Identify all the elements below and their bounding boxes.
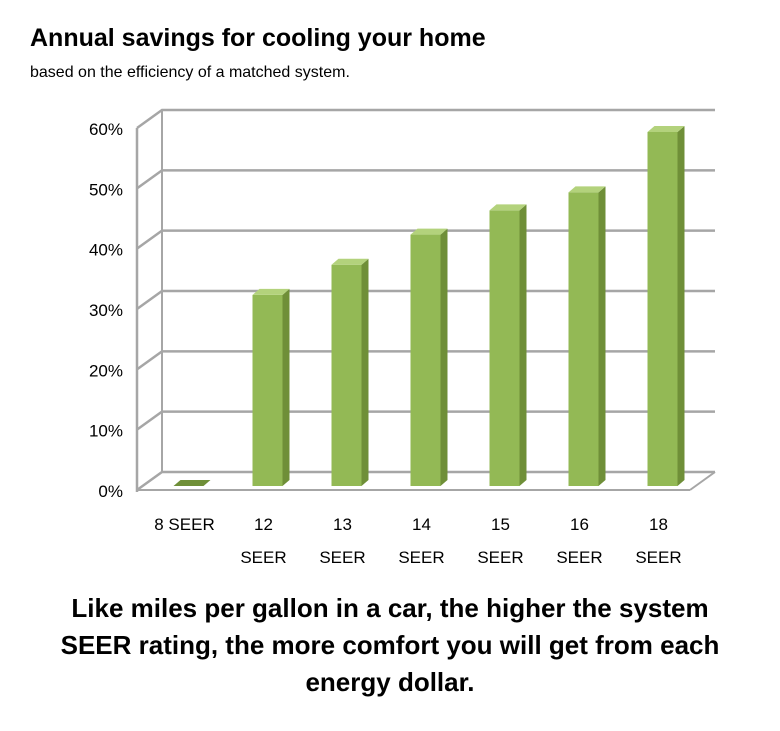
chart-subtitle: based on the efficiency of a matched sys… bbox=[30, 64, 350, 81]
gridline bbox=[136, 289, 715, 311]
y-tick-label: 30% bbox=[89, 301, 123, 320]
bar-top bbox=[252, 288, 290, 295]
bar-side bbox=[440, 228, 448, 487]
y-tick-label: 0% bbox=[98, 482, 123, 501]
gridline bbox=[136, 470, 715, 492]
x-tick-label: 13 bbox=[333, 515, 352, 534]
gridline bbox=[136, 410, 715, 431]
x-tick-label: 14 bbox=[412, 515, 431, 534]
x-tick-label: SEER bbox=[635, 548, 681, 567]
x-tick-label: 12 bbox=[254, 515, 273, 534]
x-tick-label: SEER bbox=[477, 548, 523, 567]
bar-chart: 0% 10% 20% 30% 40% 50% 60% 8 SEER 12 SEER 13 SEER 14… bbox=[89, 108, 716, 567]
bar bbox=[568, 192, 599, 487]
y-tick-label: 10% bbox=[89, 422, 123, 441]
x-tick-label: SEER bbox=[556, 548, 602, 567]
x-tick-label: 16 bbox=[570, 515, 589, 534]
floor-right-edge bbox=[689, 471, 716, 491]
bar bbox=[489, 210, 520, 486]
y-tick-label: 50% bbox=[89, 180, 123, 199]
bar-side bbox=[598, 186, 606, 487]
x-tick-label: SEER bbox=[240, 548, 286, 567]
chart-title: Annual savings for cooling your home bbox=[30, 24, 486, 52]
bar bbox=[331, 264, 362, 486]
bar-top bbox=[331, 258, 369, 265]
y-tick-label: 20% bbox=[89, 361, 123, 380]
bar bbox=[647, 132, 678, 486]
x-tick-label: SEER bbox=[319, 548, 365, 567]
bar-top bbox=[410, 228, 448, 235]
bar bbox=[173, 480, 211, 486]
x-tick-label: 18 bbox=[649, 515, 668, 534]
chart-caption: Like miles per gallon in a car, the high… bbox=[60, 593, 720, 697]
gridline bbox=[136, 169, 715, 190]
bar-top bbox=[647, 126, 685, 132]
gridline bbox=[136, 108, 715, 130]
bar bbox=[410, 234, 441, 486]
bar-top bbox=[568, 186, 606, 193]
x-tick-label: 8 SEER bbox=[154, 515, 214, 534]
gridline bbox=[136, 229, 715, 250]
x-tick-label: SEER bbox=[398, 548, 444, 567]
x-tick-label: 15 bbox=[491, 515, 510, 534]
bar-top bbox=[489, 204, 527, 211]
bar bbox=[252, 294, 283, 486]
bar-side bbox=[361, 258, 369, 486]
bar-side bbox=[677, 126, 685, 486]
y-tick-label: 60% bbox=[89, 120, 123, 139]
bar-side bbox=[519, 204, 527, 486]
bar-side bbox=[282, 288, 290, 486]
gridline bbox=[136, 350, 715, 371]
y-tick-label: 40% bbox=[89, 241, 123, 260]
